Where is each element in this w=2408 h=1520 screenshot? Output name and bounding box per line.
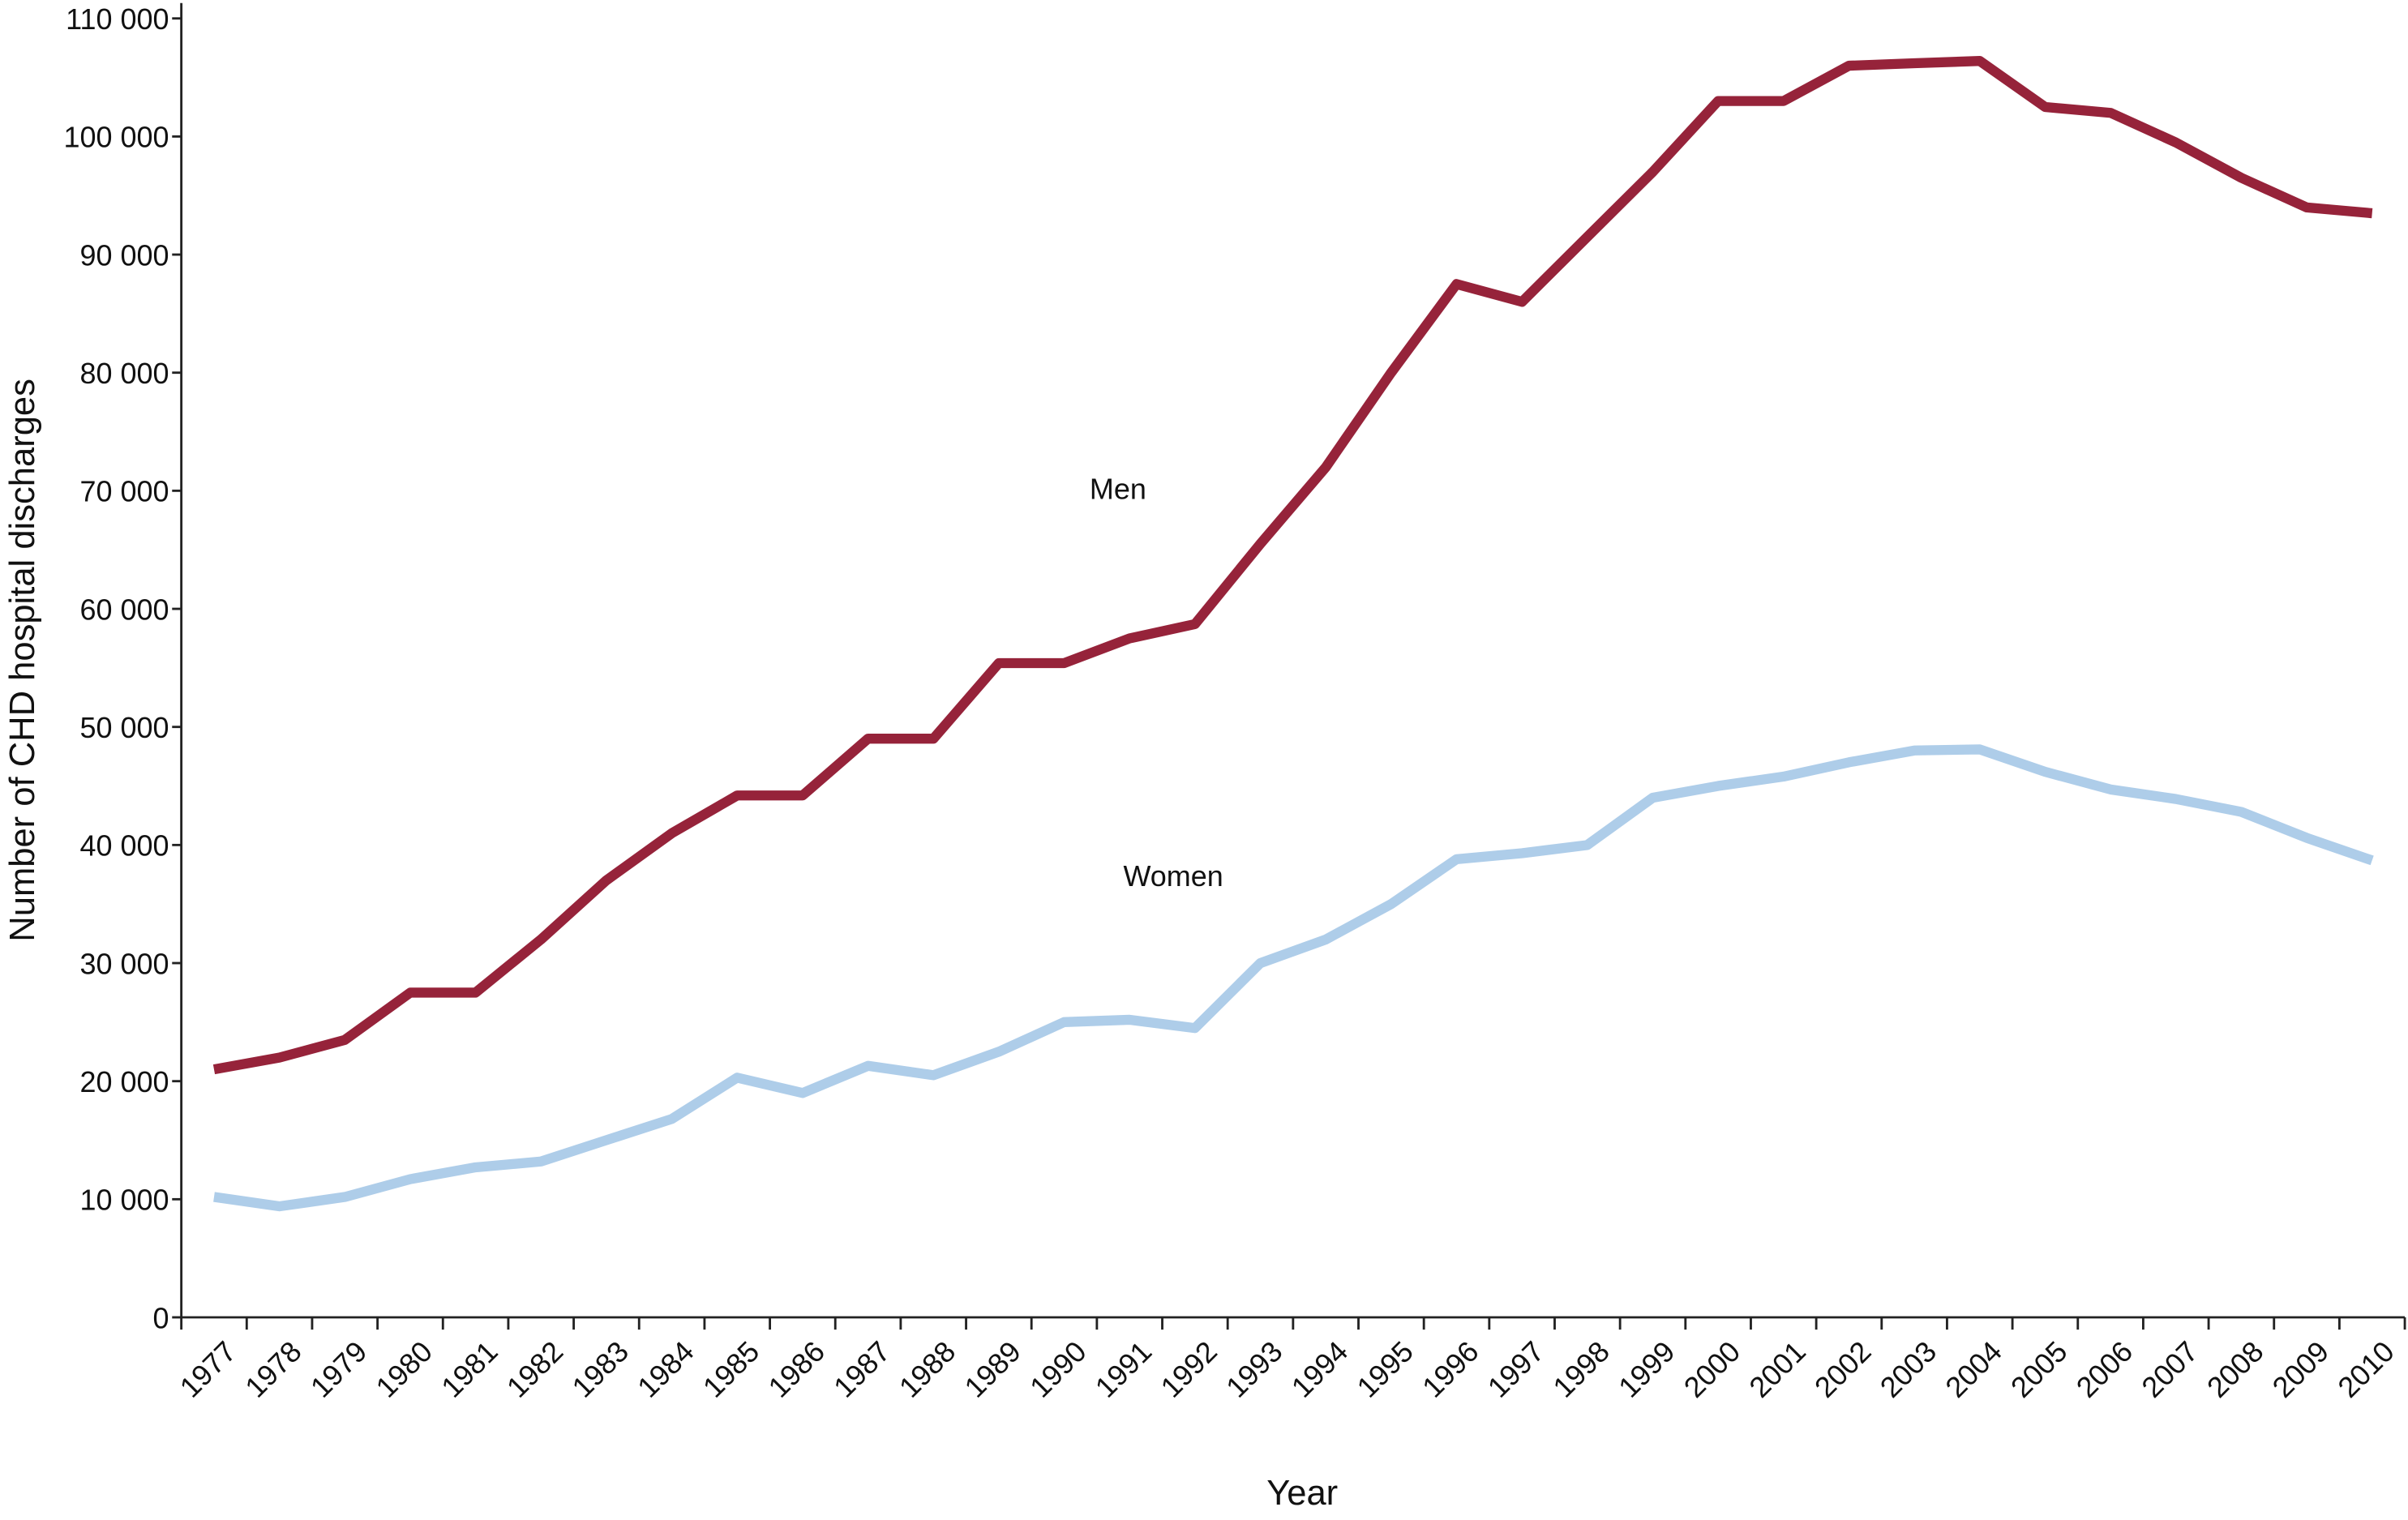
x-tick-label: 1999 [1612, 1334, 1682, 1404]
x-axis-label: Year [1266, 1474, 1338, 1513]
y-tick-label: 40 000 [79, 829, 169, 863]
y-axis-label: Number of CHD hospital discharges [3, 379, 42, 942]
x-tick-label: 1986 [761, 1334, 831, 1404]
x-tick-label: 1997 [1481, 1334, 1551, 1404]
series-label: Women [1123, 859, 1223, 893]
y-tick-label: 70 000 [79, 475, 169, 508]
x-tick-label: 1979 [304, 1334, 374, 1404]
x-tick-label: 2002 [1808, 1334, 1878, 1404]
x-tick-label: 1977 [173, 1334, 242, 1404]
y-tick-label: 30 000 [79, 947, 169, 980]
x-tick-label: 2000 [1677, 1334, 1747, 1404]
x-tick-label: 1985 [696, 1334, 766, 1404]
x-tick-label: 1978 [238, 1334, 308, 1404]
x-tick-label: 2009 [2266, 1334, 2336, 1404]
x-tick-label: 2006 [2070, 1334, 2140, 1404]
x-tick-label: 2005 [2004, 1334, 2074, 1404]
y-tick-label: 0 [152, 1301, 169, 1334]
x-tick-label: 2007 [2135, 1334, 2204, 1404]
x-tick-label: 1987 [827, 1334, 897, 1404]
x-tick-label: 1993 [1219, 1334, 1289, 1404]
data-line [213, 744, 2374, 1212]
data-line [212, 56, 2373, 1075]
x-tick-label: 2004 [1939, 1334, 2008, 1404]
y-tick-label: 10 000 [79, 1184, 169, 1217]
y-tick-label: 80 000 [79, 357, 169, 390]
x-tick-label: 1991 [1089, 1334, 1159, 1404]
x-tick-label: 1989 [958, 1334, 1027, 1404]
x-tick-label: 1982 [500, 1334, 570, 1404]
x-tick-label: 2001 [1742, 1334, 1812, 1404]
x-tick-label: 1994 [1285, 1334, 1355, 1404]
y-tick-label: 20 000 [79, 1065, 169, 1098]
x-tick-label: 2008 [2200, 1334, 2270, 1404]
y-tick-label: 60 000 [79, 593, 169, 626]
x-tick-label: 1998 [1546, 1334, 1616, 1404]
series-label: Men [1090, 473, 1146, 506]
x-tick-label: 1996 [1416, 1334, 1485, 1404]
x-tick-label: 1981 [435, 1334, 504, 1404]
x-tick-label: 1988 [893, 1334, 962, 1404]
y-tick-label: 100 000 [63, 121, 169, 154]
x-tick-label: 1992 [1154, 1334, 1223, 1404]
x-tick-label: 2003 [1874, 1334, 1943, 1404]
y-tick-label: 110 000 [66, 2, 169, 36]
x-tick-label: 1984 [631, 1334, 701, 1404]
y-tick-label: 90 000 [79, 238, 169, 272]
x-tick-label: 1980 [369, 1334, 439, 1404]
x-tick-label: 2010 [2331, 1334, 2401, 1404]
x-tick-label: 1995 [1350, 1334, 1420, 1404]
y-tick-label: 50 000 [79, 711, 169, 744]
x-tick-label: 1983 [565, 1334, 635, 1404]
x-tick-label: 1990 [1023, 1334, 1093, 1404]
